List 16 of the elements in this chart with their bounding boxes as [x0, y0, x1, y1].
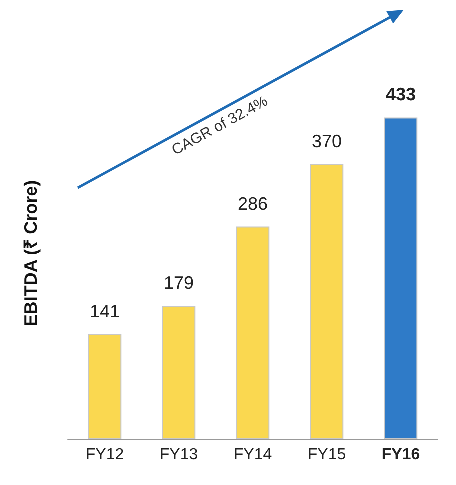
- x-tick-label: FY12: [86, 446, 124, 464]
- x-tick-label: FY14: [234, 446, 272, 464]
- data-label: 179: [164, 273, 194, 294]
- data-label: 141: [90, 301, 120, 322]
- x-tick-label: FY13: [160, 446, 198, 464]
- bar: [88, 334, 122, 439]
- y-axis-title: EBITDA (₹ Crore): [21, 180, 41, 327]
- bar: [162, 306, 196, 439]
- x-tick-label: FY15: [308, 446, 346, 464]
- data-label: 370: [312, 131, 342, 152]
- bar: [384, 118, 418, 439]
- data-label: 433: [386, 84, 416, 105]
- data-label: 286: [238, 194, 268, 214]
- bar: [236, 226, 270, 439]
- bar: [310, 164, 344, 439]
- x-tick-label: FY16: [382, 446, 420, 464]
